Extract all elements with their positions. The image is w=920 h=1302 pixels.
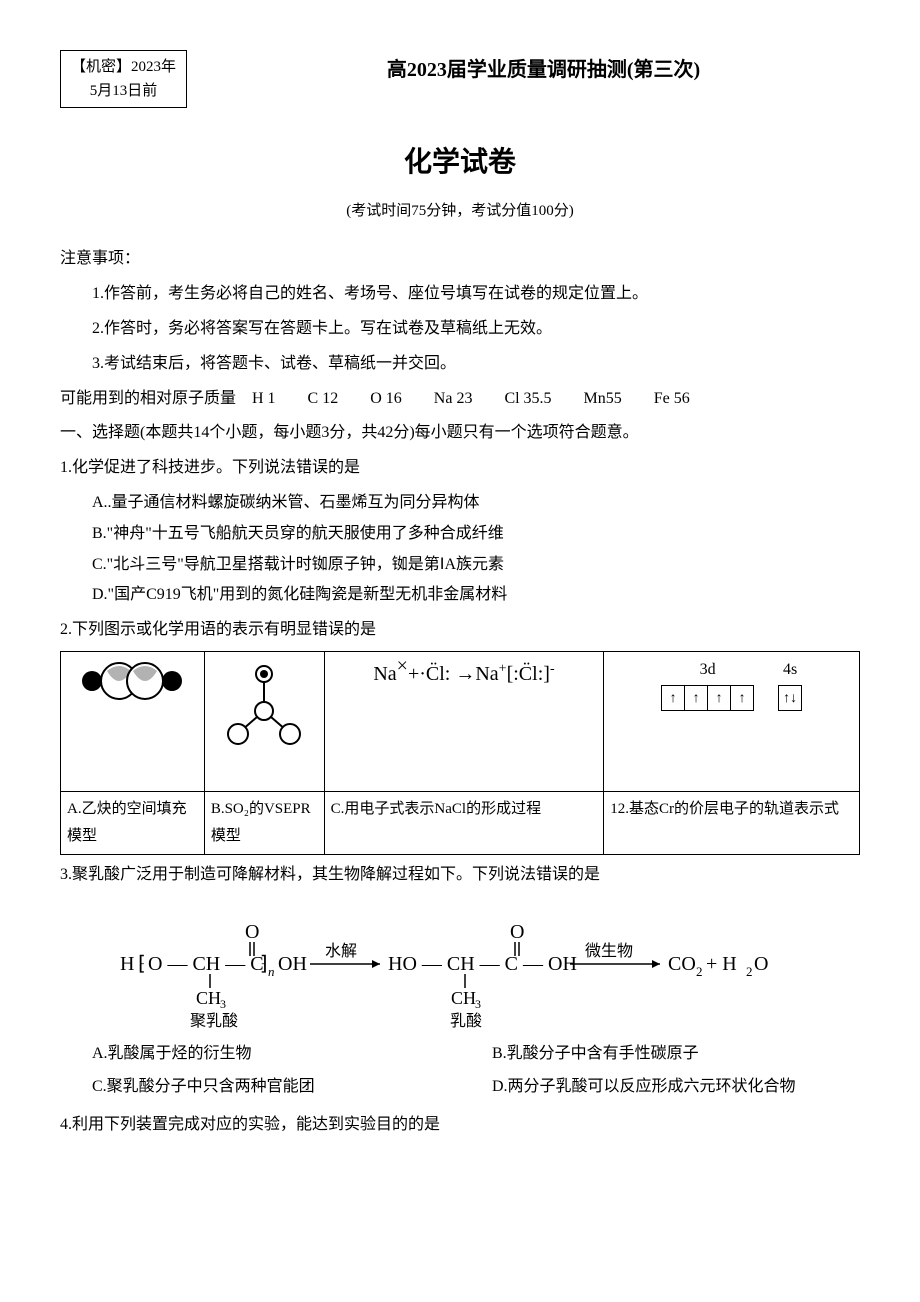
svg-text:CH: CH [451,988,476,1008]
atomic-mass-info: 可能用到的相对原子质量 H 1 C 12 O 16 Na 23 Cl 35.5 … [60,385,860,414]
q3-reaction-scheme: H ⁅ O — CH — C ⁆ n OH O CH 3 聚乳酸 水解 HO —… [60,900,860,1030]
svg-text:CH: CH [196,988,221,1008]
nacl-formation-formula: Na×+·C̈l: →Na+[:C̈l:]- [373,663,554,685]
q2-cell-b: B.SO₂的VSEPR模型 [204,791,324,854]
svg-text:3: 3 [475,997,481,1011]
q1-option-c: C."北斗三号"导航卫星搭载计时铷原子钟，铷是第ⅠA族元素 [92,551,860,580]
secret-line-2: 5月13日前 [71,79,176,103]
acetylene-model-icon [77,656,187,706]
exam-title: 高2023届学业质量调研抽测(第三次) [227,52,860,88]
svg-text:乳酸: 乳酸 [450,1012,482,1030]
q3-option-c: C.聚乳酸分子中只含两种官能团 [60,1073,460,1102]
secret-box: 【机密】2023年 5月13日前 [60,50,187,108]
svg-text:n: n [268,964,275,979]
svg-text:聚乳酸: 聚乳酸 [190,1012,238,1030]
svg-text:水解: 水解 [325,942,357,960]
q3-option-b: B.乳酸分子中含有手性碳原子 [460,1040,860,1069]
q2-cell-c: C.用电子式表示NaCl的形成过程 [324,791,604,854]
svg-text:CO: CO [668,953,696,975]
q1-option-d: D."国产C919飞机"用到的氮化硅陶瓷是新型无机非金属材料 [92,581,860,610]
secret-line-1: 【机密】2023年 [71,55,176,79]
svg-text:3: 3 [220,997,226,1011]
svg-text:O — CH — C: O — CH — C [148,953,264,975]
svg-text:+ H: + H [706,953,737,975]
q2-stem: 2.下列图示或化学用语的表示有明显错误的是 [60,616,860,645]
section-1-title: 一、选择题(本题共14个小题，每小题3分，共42分)每小题只有一个选项符合题意。 [60,419,860,448]
svg-text:O: O [510,921,524,943]
q1-option-b: B."神舟"十五号飞船航天员穿的航天服使用了多种合成纤维 [92,520,860,549]
svg-text:微生物: 微生物 [585,942,633,960]
notice-item-3: 3.考试结束后，将答题卡、试卷、草稿纸一并交回。 [92,350,860,379]
notice-title: 注意事项： [60,245,860,274]
q3-option-d: D.两分子乳酸可以反应形成六元环状化合物 [460,1073,860,1102]
svg-text:2: 2 [696,964,703,979]
svg-text:2: 2 [746,964,753,979]
orbital-diagram: 3d ↑ ↑ ↑ ↑ 4s ↑↓ [661,656,802,712]
orbital-3d-label: 3d [661,656,754,685]
q4-stem: 4.利用下列装置完成对应的实验，能达到实验目的的是 [60,1111,860,1140]
svg-text:OH: OH [278,953,307,975]
q2-cell-a: A.乙炔的空间填充模型 [61,791,205,854]
orbital-4s-label: 4s [778,656,802,685]
q2-cell-d: 12.基态Cr的价层电子的轨道表示式 [604,791,860,854]
notice-item-2: 2.作答时，务必将答案写在答题卡上。写在试卷及草稿纸上无效。 [92,315,860,344]
svg-text:⁅: ⁅ [138,953,146,975]
q1-stem: 1.化学促进了科技进步。下列说法错误的是 [60,454,860,483]
svg-text:H: H [120,953,134,975]
svg-text:O: O [245,921,259,943]
exam-info: (考试时间75分钟，考试分值100分) [60,198,860,225]
q1-option-a: A..量子通信材料螺旋碳纳米管、石墨烯互为同分异构体 [92,489,860,518]
subject-title: 化学试卷 [60,138,860,188]
svg-text:O: O [754,953,768,975]
q3-stem: 3.聚乳酸广泛用于制造可降解材料，其生物降解过程如下。下列说法错误的是 [60,861,860,890]
so2-vsepr-icon [224,656,304,746]
q2-table: Na×+·C̈l: →Na+[:C̈l:]- 3d ↑ ↑ ↑ ↑ 4s [60,651,860,855]
svg-text:⁆: ⁆ [260,953,268,975]
notice-item-1: 1.作答前，考生务必将自己的姓名、考场号、座位号填写在试卷的规定位置上。 [92,280,860,309]
q3-option-a: A.乳酸属于烃的衍生物 [60,1040,460,1069]
svg-text:HO — CH — C — OH: HO — CH — C — OH [388,953,577,975]
